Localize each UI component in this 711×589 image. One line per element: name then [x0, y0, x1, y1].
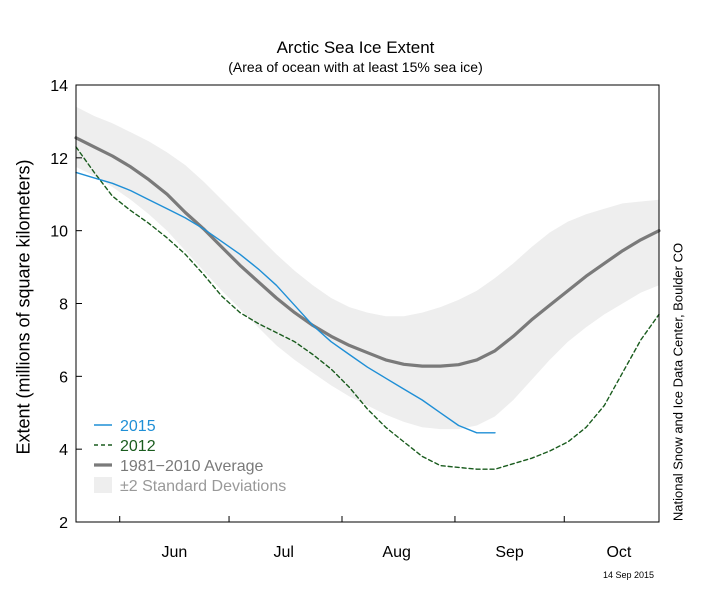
chart-subtitle: (Area of ocean with at least 15% sea ice… [228, 59, 483, 75]
legend-label: 2015 [120, 418, 156, 435]
series-line-average [74, 136, 661, 368]
legend-item: ±2 Standard Deviations [94, 477, 286, 495]
axes-layer: 2 4 6 8 10 12 14 Jun Jul Aug Sep Oct [50, 78, 660, 561]
y-tick-label: 10 [50, 224, 68, 241]
legend-item: 2012 [94, 438, 156, 455]
date-stamp: 14 Sep 2015 [603, 570, 655, 580]
std-dev-band [76, 106, 659, 430]
x-tick-label: Oct [606, 544, 631, 561]
series-layer [74, 136, 661, 470]
series-line-2012 [75, 146, 660, 470]
chart-title: Arctic Sea Ice Extent [276, 38, 435, 57]
y-tick-label: 4 [59, 442, 68, 459]
y-tick-label: 12 [50, 151, 68, 168]
x-tick-label: Jul [273, 544, 293, 561]
series-line-2015 [75, 171, 496, 434]
legend-label: ±2 Standard Deviations [120, 478, 286, 495]
std-dev-band-layer [76, 106, 659, 430]
y-tick-label: 6 [59, 369, 68, 386]
y-tick-label: 2 [59, 515, 68, 532]
legend-label: 1981−2010 Average [120, 458, 264, 475]
y-tick-label: 8 [59, 297, 68, 314]
legend-label: 2012 [120, 438, 156, 455]
legend-item: 2015 [94, 418, 156, 435]
y-tick-label: 14 [50, 78, 68, 95]
legend: 2015 2012 1981−2010 Average ±2 Standard Dev… [94, 418, 286, 495]
legend-swatch [94, 477, 112, 493]
x-tick-label: Aug [382, 544, 410, 561]
legend-item: 1981−2010 Average [94, 458, 264, 475]
x-tick-label: Jun [161, 544, 187, 561]
x-tick-label: Sep [495, 544, 524, 561]
